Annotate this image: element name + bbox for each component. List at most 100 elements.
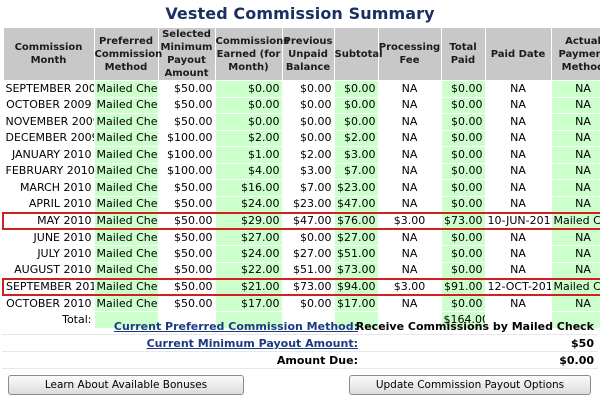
cell-paid-date: NA bbox=[484, 179, 552, 197]
cell-earned: $0.00 bbox=[214, 80, 283, 98]
total-label: Total: bbox=[2, 311, 95, 329]
cell-earned: $27.00 bbox=[214, 228, 283, 246]
cell-min-payout: $50.00 bbox=[157, 261, 216, 279]
cell-processing-fee: $3.00 bbox=[377, 211, 442, 230]
header-commission-month: Commission Month bbox=[2, 27, 95, 81]
cell-month: JULY 2010 bbox=[2, 245, 95, 263]
cell-actual-method: NA bbox=[550, 113, 600, 131]
cell-paid-date: NA bbox=[484, 80, 552, 98]
cell-month: FEBRUARY 2010 bbox=[2, 162, 95, 180]
cell-subtotal: $0.00 bbox=[333, 96, 379, 114]
cell-earned: $22.00 bbox=[214, 261, 283, 279]
cell-subtotal: $27.00 bbox=[333, 228, 379, 246]
cell-paid-date: 10-JUN-2010 bbox=[484, 211, 552, 230]
cell-month: OCTOBER 2010 bbox=[2, 294, 95, 312]
cell-subtotal: $0.00 bbox=[333, 80, 379, 98]
total-empty-cell bbox=[550, 311, 600, 329]
cell-subtotal: $76.00 bbox=[333, 211, 379, 230]
cell-actual-method: NA bbox=[550, 195, 600, 213]
cell-subtotal: $17.00 bbox=[333, 294, 379, 312]
cell-total-paid: $73.00 bbox=[440, 211, 486, 230]
preferred-method-link[interactable]: Current Preferred Commission Method: bbox=[113, 320, 358, 333]
cell-preferred-method: Mailed Check bbox=[93, 80, 159, 98]
cell-preferred-method: Mailed Check bbox=[93, 146, 159, 164]
cell-preferred-method: Mailed Check bbox=[93, 129, 159, 147]
cell-actual-method: NA bbox=[550, 179, 600, 197]
cell-prev-unpaid: $23.00 bbox=[281, 195, 335, 213]
total-empty-cell bbox=[93, 311, 159, 329]
cell-min-payout: $50.00 bbox=[157, 211, 216, 230]
cell-paid-date: NA bbox=[484, 228, 552, 246]
cell-earned: $17.00 bbox=[214, 294, 283, 312]
header-subtotal: Subtotal bbox=[333, 27, 383, 81]
cell-processing-fee: NA bbox=[377, 96, 442, 114]
cell-earned: $21.00 bbox=[214, 277, 283, 296]
cell-prev-unpaid: $0.00 bbox=[281, 294, 335, 312]
cell-actual-method: NA bbox=[550, 129, 600, 147]
total-row: Total: $164.00 bbox=[2, 311, 600, 329]
amount-due-label: Amount Due: bbox=[276, 354, 358, 367]
cell-total-paid: $0.00 bbox=[440, 146, 486, 164]
update-payout-options-button[interactable]: Update Commission Payout Options bbox=[349, 375, 591, 395]
cell-subtotal: $2.00 bbox=[333, 129, 379, 147]
cell-month: JUNE 2010 bbox=[2, 228, 95, 246]
cell-subtotal: $7.00 bbox=[333, 162, 379, 180]
header-previous-unpaid: Previous Unpaid Balance bbox=[281, 27, 335, 81]
cell-preferred-method: Mailed Check bbox=[93, 195, 159, 213]
cell-actual-method: NA bbox=[550, 162, 600, 180]
cell-paid-date: NA bbox=[484, 162, 552, 180]
cell-month: NOVEMBER 2009 bbox=[2, 113, 95, 131]
cell-prev-unpaid: $0.00 bbox=[281, 96, 335, 114]
cell-earned: $4.00 bbox=[214, 162, 283, 180]
cell-actual-method: Mailed Check bbox=[550, 277, 600, 296]
cell-actual-method: NA bbox=[550, 80, 600, 98]
cell-processing-fee: NA bbox=[377, 146, 442, 164]
table-header-row: Commission Month Preferred Commission Me… bbox=[2, 27, 600, 81]
cell-month: DECEMBER 2009 bbox=[2, 129, 95, 147]
cell-total-paid: $0.00 bbox=[440, 245, 486, 263]
cell-total-paid: $0.00 bbox=[440, 113, 486, 131]
cell-preferred-method: Mailed Check bbox=[93, 261, 159, 279]
cell-subtotal: $51.00 bbox=[333, 245, 379, 263]
cell-earned: $0.00 bbox=[214, 96, 283, 114]
cell-processing-fee: NA bbox=[377, 245, 442, 263]
cell-month: MARCH 2010 bbox=[2, 179, 95, 197]
header-min-payout: Selected Minimum Payout Amount bbox=[157, 27, 216, 81]
cell-total-paid: $0.00 bbox=[440, 195, 486, 213]
cell-processing-fee: NA bbox=[377, 162, 442, 180]
cell-min-payout: $50.00 bbox=[157, 277, 216, 296]
cell-paid-date: NA bbox=[484, 146, 552, 164]
header-commissions-earned: Commissions Earned (for Month) bbox=[214, 27, 289, 81]
cell-prev-unpaid: $0.00 bbox=[281, 129, 335, 147]
cell-processing-fee: NA bbox=[377, 129, 442, 147]
cell-total-paid: $0.00 bbox=[440, 80, 486, 98]
cell-actual-method: NA bbox=[550, 261, 600, 279]
cell-preferred-method: Mailed Check bbox=[93, 211, 159, 230]
header-paid-date: Paid Date bbox=[484, 27, 552, 81]
cell-actual-method: Mailed Check bbox=[550, 211, 600, 230]
cell-actual-method: NA bbox=[550, 96, 600, 114]
cell-processing-fee: NA bbox=[377, 179, 442, 197]
cell-paid-date: NA bbox=[484, 294, 552, 312]
learn-bonuses-button[interactable]: Learn About Available Bonuses bbox=[8, 375, 244, 395]
cell-earned: $24.00 bbox=[214, 245, 283, 263]
header-preferred-method: Preferred Commission Method bbox=[93, 27, 162, 81]
min-payout-link[interactable]: Current Minimum Payout Amount: bbox=[146, 337, 358, 350]
cell-earned: $29.00 bbox=[214, 211, 283, 230]
cell-actual-method: NA bbox=[550, 294, 600, 312]
cell-paid-date: NA bbox=[484, 129, 552, 147]
cell-total-paid: $0.00 bbox=[440, 96, 486, 114]
cell-preferred-method: Mailed Check bbox=[93, 228, 159, 246]
cell-prev-unpaid: $47.00 bbox=[281, 211, 335, 230]
cell-paid-date: NA bbox=[484, 245, 552, 263]
cell-processing-fee: NA bbox=[377, 294, 442, 312]
cell-actual-method: NA bbox=[550, 146, 600, 164]
cell-paid-date: NA bbox=[484, 113, 552, 131]
cell-subtotal: $73.00 bbox=[333, 261, 379, 279]
